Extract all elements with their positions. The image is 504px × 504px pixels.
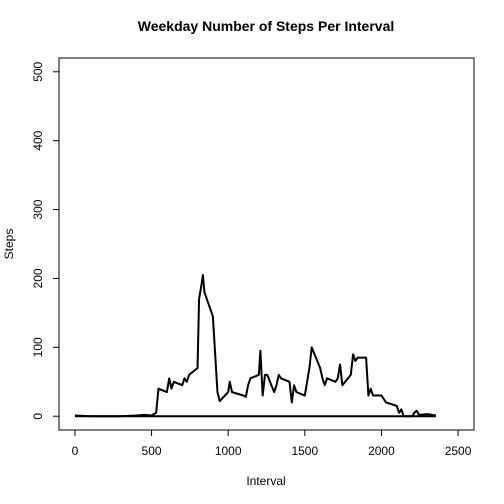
x-tick-label: 0 — [72, 444, 79, 458]
plot-box — [58, 57, 475, 431]
y-tick-label: 300 — [31, 199, 45, 219]
x-axis-label: Interval — [246, 474, 285, 488]
y-tick-label: 400 — [31, 130, 45, 150]
y-tick-label: 500 — [31, 61, 45, 81]
x-tick-label: 2000 — [368, 444, 395, 458]
line-series — [74, 274, 437, 418]
x-tick-label: 2500 — [445, 444, 472, 458]
x-tick-label: 1500 — [291, 444, 318, 458]
x-tick-label: 500 — [142, 444, 162, 458]
y-axis-label: Steps — [2, 229, 16, 260]
y-tick-label: 0 — [31, 413, 45, 420]
y-tick-label: 200 — [31, 268, 45, 288]
x-tick-label: 1000 — [215, 444, 242, 458]
chart-title: Weekday Number of Steps Per Interval — [138, 18, 395, 34]
y-tick-label: 100 — [31, 337, 45, 357]
